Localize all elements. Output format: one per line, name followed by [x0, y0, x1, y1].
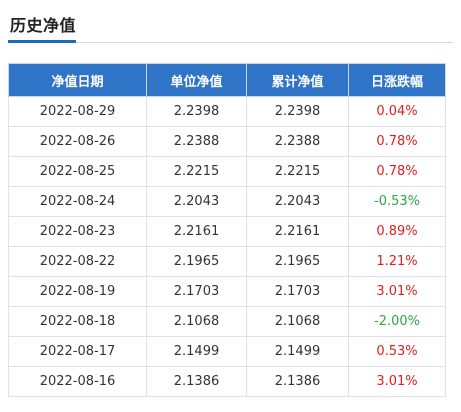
cell-date: 2022-08-23	[8, 216, 147, 247]
cell-cumulative-nav: 2.2043	[246, 186, 349, 217]
cell-unit-nav: 2.1965	[146, 246, 247, 277]
table-row: 2022-08-18 2.1068 2.1068 -2.00%	[8, 306, 446, 337]
cell-daily-change: -0.53%	[348, 186, 446, 217]
cell-daily-change: 3.01%	[348, 366, 446, 397]
header-daily-change: 日涨跌幅	[348, 63, 446, 97]
cell-unit-nav: 2.1068	[146, 306, 247, 337]
cell-cumulative-nav: 2.1703	[246, 276, 349, 307]
cell-date: 2022-08-24	[8, 186, 147, 217]
cell-cumulative-nav: 2.2388	[246, 126, 349, 157]
cell-date: 2022-08-26	[8, 126, 147, 157]
cell-date: 2022-08-29	[8, 96, 147, 127]
table-row: 2022-08-25 2.2215 2.2215 0.78%	[8, 156, 446, 187]
cell-unit-nav: 2.2388	[146, 126, 247, 157]
cell-cumulative-nav: 2.1499	[246, 336, 349, 367]
table-row: 2022-08-24 2.2043 2.2043 -0.53%	[8, 186, 446, 217]
cell-cumulative-nav: 2.2215	[246, 156, 349, 187]
cell-unit-nav: 2.2161	[146, 216, 247, 247]
cell-daily-change: 0.53%	[348, 336, 446, 367]
nav-history-table: 净值日期 单位净值 累计净值 日涨跌幅 2022-08-29 2.2398 2.…	[8, 63, 446, 397]
cell-daily-change: 0.04%	[348, 96, 446, 127]
cell-daily-change: -2.00%	[348, 306, 446, 337]
header-unit-nav: 单位净值	[146, 63, 247, 97]
cell-unit-nav: 2.1499	[146, 336, 247, 367]
cell-date: 2022-08-19	[8, 276, 147, 307]
section-title-underline	[8, 40, 76, 43]
cell-unit-nav: 2.2215	[146, 156, 247, 187]
section-title: 历史净值	[10, 16, 77, 35]
table-row: 2022-08-23 2.2161 2.2161 0.89%	[8, 216, 446, 247]
cell-cumulative-nav: 2.1965	[246, 246, 349, 277]
cell-cumulative-nav: 2.1386	[246, 366, 349, 397]
cell-daily-change: 0.78%	[348, 126, 446, 157]
cell-unit-nav: 2.1386	[146, 366, 247, 397]
cell-date: 2022-08-22	[8, 246, 147, 277]
cell-date: 2022-08-17	[8, 336, 147, 367]
table-row: 2022-08-17 2.1499 2.1499 0.53%	[8, 336, 446, 367]
table-row: 2022-08-19 2.1703 2.1703 3.01%	[8, 276, 446, 307]
table-row: 2022-08-29 2.2398 2.2398 0.04%	[8, 96, 446, 127]
cell-unit-nav: 2.2043	[146, 186, 247, 217]
cell-unit-nav: 2.1703	[146, 276, 247, 307]
cell-cumulative-nav: 2.1068	[246, 306, 349, 337]
cell-daily-change: 1.21%	[348, 246, 446, 277]
section-divider	[8, 42, 453, 43]
table-row: 2022-08-26 2.2388 2.2388 0.78%	[8, 126, 446, 157]
cell-cumulative-nav: 2.2398	[246, 96, 349, 127]
cell-daily-change: 0.89%	[348, 216, 446, 247]
cell-cumulative-nav: 2.2161	[246, 216, 349, 247]
cell-daily-change: 0.78%	[348, 156, 446, 187]
cell-unit-nav: 2.2398	[146, 96, 247, 127]
cell-date: 2022-08-18	[8, 306, 147, 337]
header-date: 净值日期	[8, 63, 147, 97]
table-row: 2022-08-22 2.1965 2.1965 1.21%	[8, 246, 446, 277]
cell-date: 2022-08-16	[8, 366, 147, 397]
table-header-row: 净值日期 单位净值 累计净值 日涨跌幅	[8, 63, 446, 97]
cell-daily-change: 3.01%	[348, 276, 446, 307]
table-row: 2022-08-16 2.1386 2.1386 3.01%	[8, 366, 446, 397]
header-cumulative-nav: 累计净值	[246, 63, 349, 97]
cell-date: 2022-08-25	[8, 156, 147, 187]
